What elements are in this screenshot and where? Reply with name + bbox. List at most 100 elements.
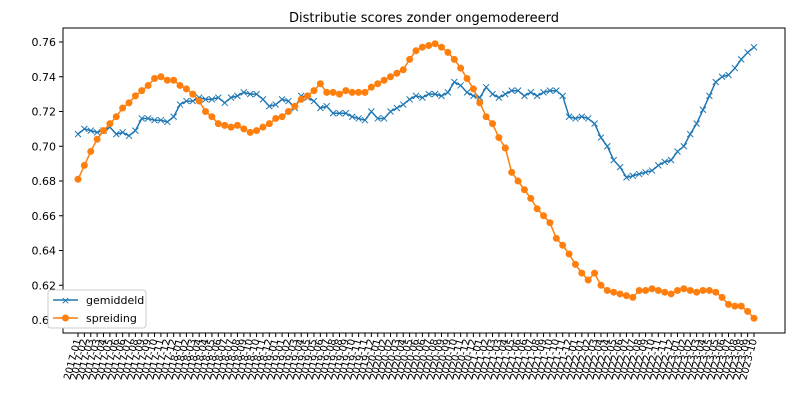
data-point <box>419 94 426 101</box>
data-point <box>278 95 286 103</box>
data-point <box>380 76 388 84</box>
data-point <box>170 113 178 121</box>
data-point <box>214 94 222 101</box>
data-point <box>438 43 446 51</box>
data-point <box>489 90 496 98</box>
y-tick-label: 0.64 <box>32 245 57 258</box>
data-point <box>368 108 375 115</box>
data-point <box>80 161 88 169</box>
data-point <box>501 90 509 98</box>
data-point <box>501 144 509 152</box>
data-point <box>712 288 720 296</box>
data-point <box>202 108 210 115</box>
data-point <box>119 104 127 112</box>
data-point <box>393 104 401 112</box>
data-point <box>648 167 656 174</box>
data-point <box>361 88 369 96</box>
data-point <box>316 104 324 112</box>
data-point <box>635 286 643 294</box>
data-point <box>144 81 152 89</box>
data-point <box>393 69 401 77</box>
data-point <box>323 88 331 96</box>
data-point <box>227 123 235 131</box>
data-point <box>731 302 739 310</box>
data-point <box>367 83 375 91</box>
data-point <box>540 89 547 96</box>
data-point <box>157 73 165 81</box>
data-point <box>93 135 101 143</box>
data-point <box>132 127 139 134</box>
data-point <box>131 92 139 100</box>
data-point <box>705 286 713 294</box>
data-point <box>744 49 751 56</box>
data-point <box>386 73 394 81</box>
data-point <box>699 106 707 114</box>
data-point <box>234 92 241 100</box>
data-point <box>686 130 694 138</box>
data-point <box>578 113 586 121</box>
data-point <box>667 156 675 164</box>
data-point <box>725 71 732 79</box>
data-point <box>591 269 599 277</box>
data-point <box>221 121 229 129</box>
data-point <box>610 156 618 164</box>
data-point <box>635 170 643 178</box>
data-point <box>406 95 413 103</box>
data-point <box>629 293 637 301</box>
y-tick-label: 0.76 <box>32 36 57 49</box>
data-point <box>176 81 184 89</box>
data-point <box>163 118 171 126</box>
data-point <box>737 302 745 310</box>
data-point <box>125 99 133 107</box>
data-point <box>112 130 120 138</box>
data-point <box>584 115 592 122</box>
data-point <box>81 125 88 133</box>
data-point <box>431 40 439 48</box>
data-point <box>514 177 522 185</box>
data-point <box>380 115 388 122</box>
circle-marker-icon <box>62 314 69 322</box>
data-point <box>406 55 414 63</box>
data-point <box>106 120 114 128</box>
data-point <box>444 48 452 56</box>
data-point <box>508 168 516 176</box>
data-point <box>661 158 669 166</box>
data-point <box>240 89 248 96</box>
data-point <box>112 113 120 121</box>
data-point <box>559 92 567 100</box>
data-point <box>93 128 101 136</box>
data-point <box>272 114 280 122</box>
data-point <box>552 87 560 95</box>
data-point <box>87 127 95 134</box>
data-point <box>559 241 567 249</box>
data-point <box>527 89 535 96</box>
data-point <box>597 281 605 289</box>
data-point <box>654 162 662 169</box>
data-point <box>527 194 535 202</box>
data-point <box>176 101 184 108</box>
data-point <box>74 175 82 183</box>
data-point <box>310 87 318 95</box>
data-point <box>482 83 490 91</box>
series-group <box>74 40 758 322</box>
data-point <box>214 120 222 128</box>
legend: × gemiddeld spreiding <box>47 289 147 329</box>
data-point <box>259 95 267 103</box>
data-point <box>457 82 464 89</box>
data-point <box>310 97 318 105</box>
data-point <box>750 314 758 322</box>
data-point <box>571 260 579 268</box>
data-point <box>457 64 465 72</box>
data-point <box>144 115 152 122</box>
legend-label-spreiding: spreiding <box>86 312 137 325</box>
data-point <box>540 212 548 220</box>
data-point <box>463 89 471 96</box>
data-point <box>272 101 280 108</box>
data-point <box>546 219 554 227</box>
data-point <box>744 307 752 315</box>
data-point <box>265 120 273 128</box>
data-point <box>374 80 382 88</box>
data-point <box>348 88 356 96</box>
data-point <box>533 92 541 100</box>
data-point <box>724 300 732 308</box>
